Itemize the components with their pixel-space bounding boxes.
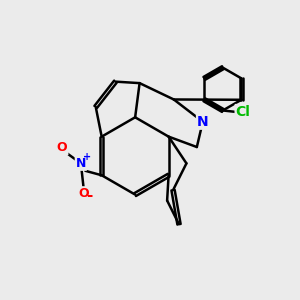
- Text: Cl: Cl: [236, 105, 250, 119]
- Text: N: N: [76, 157, 86, 170]
- Text: +: +: [83, 152, 92, 162]
- Text: -: -: [86, 188, 92, 203]
- Text: O: O: [57, 141, 68, 154]
- Text: O: O: [79, 187, 89, 200]
- Text: N: N: [197, 115, 208, 129]
